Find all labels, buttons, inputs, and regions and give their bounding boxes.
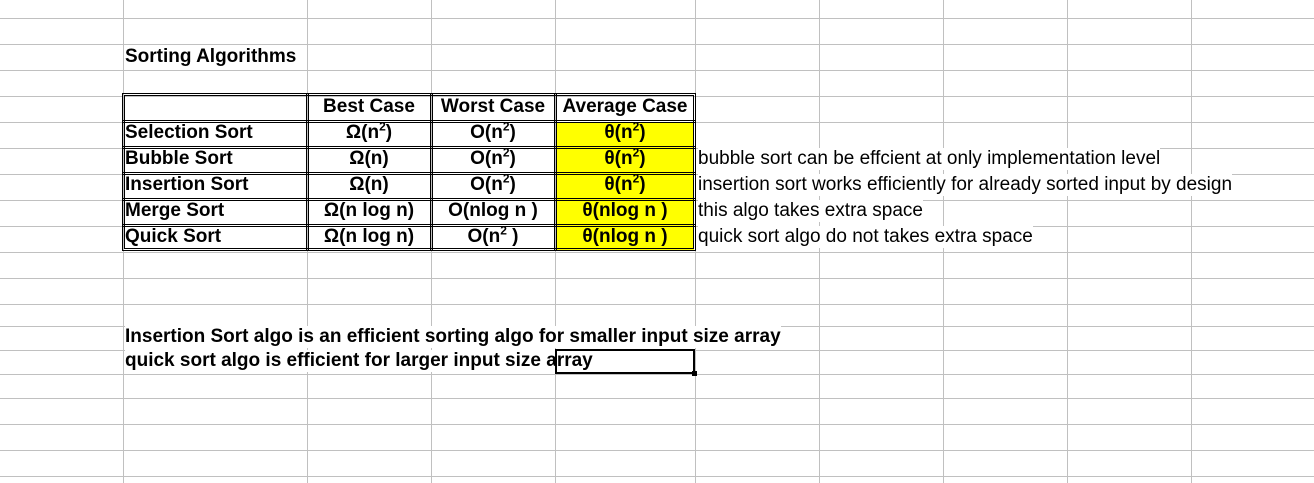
grid-line [307, 0, 308, 483]
grid-line [555, 0, 556, 483]
average-case-cell-tail: ) [639, 122, 646, 143]
average-case-cell-tail: ) [639, 148, 646, 169]
row-label[interactable]: Insertion Sort [125, 174, 249, 195]
best-case-cell-text: Ω(n [345, 122, 380, 143]
best-case-cell-tail: ) [385, 122, 393, 143]
worst-case-cell[interactable]: O(nlog n ) [432, 200, 554, 222]
best-case-cell-exponent: 2 [379, 119, 386, 134]
fill-handle[interactable] [692, 371, 697, 376]
worst-case-cell-exponent: 2 [500, 223, 507, 238]
row-label[interactable]: Bubble Sort [125, 148, 233, 169]
note-cell[interactable]: this algo takes extra space [698, 200, 923, 222]
table-border [122, 146, 696, 149]
selected-cell-cursor[interactable] [555, 349, 695, 374]
worst-case-cell[interactable]: O(n2) [432, 145, 554, 170]
average-case-cell-exponent: 2 [632, 145, 640, 160]
average-case-cell-text: θ(n [604, 148, 633, 169]
average-case-cell[interactable]: θ(n2) [556, 145, 694, 170]
grid-line [0, 450, 1314, 451]
grid-line [0, 70, 1314, 71]
grid-line [0, 18, 1314, 19]
worst-case-cell-text: O(n [470, 148, 503, 169]
worst-case-cell-text: O(n [470, 122, 503, 143]
worst-case-cell-tail: ) [506, 226, 519, 247]
best-case-cell[interactable]: Ω(n2) [308, 119, 430, 144]
best-case-cell[interactable]: Ω(n log n) [308, 226, 430, 248]
worst-case-cell-tail: ) [509, 122, 516, 143]
best-case-cell-text: Ω(n log n) [323, 200, 415, 221]
worst-case-cell-text: O(n [467, 226, 501, 247]
worst-case-cell-text: O(nlog n ) [448, 200, 538, 221]
worst-case-cell-exponent: 2 [502, 171, 510, 186]
average-case-cell[interactable]: θ(nlog n ) [556, 226, 694, 248]
table-border [122, 198, 696, 201]
average-case-cell-text: θ(n [604, 174, 633, 195]
average-case-cell-text: θ(nlog n ) [582, 226, 668, 247]
best-case-cell-text: Ω(n) [349, 148, 389, 169]
grid-line [1191, 0, 1192, 483]
grid-line [431, 0, 432, 483]
note-cell[interactable]: bubble sort can be effcient at only impl… [698, 148, 1161, 170]
grid-line [0, 374, 1314, 375]
header-best-case[interactable]: Best Case [323, 96, 415, 117]
best-case-cell[interactable]: Ω(n) [308, 174, 430, 196]
worst-case-cell[interactable]: O(n2) [432, 119, 554, 144]
note-cell[interactable]: insertion sort works efficiently for alr… [698, 174, 1233, 196]
grid-line [0, 398, 1314, 399]
grid-line [0, 44, 1314, 45]
row-label[interactable]: Selection Sort [125, 122, 253, 143]
average-case-cell-text: θ(n [604, 122, 633, 143]
table-border [122, 172, 696, 175]
best-case-cell-text: Ω(n log n) [323, 226, 415, 247]
note-cell[interactable]: quick sort algo do not takes extra space [698, 226, 1033, 248]
worst-case-cell[interactable]: O(n2) [432, 171, 554, 196]
grid-line [0, 304, 1314, 305]
worst-case-cell[interactable]: O(n2 ) [432, 223, 554, 248]
average-case-cell-exponent: 2 [632, 171, 640, 186]
worst-case-cell-tail: ) [509, 174, 516, 195]
grid-line [0, 96, 1314, 97]
average-case-highlight [557, 122, 694, 250]
average-case-cell-tail: ) [639, 174, 646, 195]
table-border [122, 224, 696, 227]
worst-case-cell-exponent: 2 [502, 145, 510, 160]
grid-line [0, 252, 1314, 253]
row-label[interactable]: Merge Sort [125, 200, 225, 221]
grid-line [1067, 0, 1068, 483]
sheet-title[interactable]: Sorting Algorithms [125, 46, 299, 68]
average-case-cell[interactable]: θ(nlog n ) [556, 200, 694, 222]
summary-line-2[interactable]: quick sort algo is efficient for larger … [125, 350, 593, 372]
average-case-cell[interactable]: θ(n2) [556, 119, 694, 144]
row-label[interactable]: Quick Sort [125, 226, 222, 247]
worst-case-cell-text: O(n [470, 174, 503, 195]
average-case-cell-exponent: 2 [632, 119, 640, 134]
header-worst-case[interactable]: Worst Case [440, 96, 546, 117]
grid-line [695, 0, 696, 483]
worst-case-cell-exponent: 2 [502, 119, 510, 134]
table-border [122, 120, 696, 123]
grid-line [0, 424, 1314, 425]
grid-line [123, 0, 124, 483]
worst-case-cell-tail: ) [509, 148, 516, 169]
grid-line [0, 278, 1314, 279]
average-case-cell-text: θ(nlog n ) [582, 200, 668, 221]
header-average-case[interactable]: Average Case [562, 96, 688, 117]
summary-line-1[interactable]: Insertion Sort algo is an efficient sort… [125, 326, 781, 348]
best-case-cell-text: Ω(n) [349, 174, 389, 195]
grid-line [0, 476, 1314, 477]
best-case-cell[interactable]: Ω(n) [308, 148, 430, 170]
average-case-cell[interactable]: θ(n2) [556, 171, 694, 196]
best-case-cell[interactable]: Ω(n log n) [308, 200, 430, 222]
